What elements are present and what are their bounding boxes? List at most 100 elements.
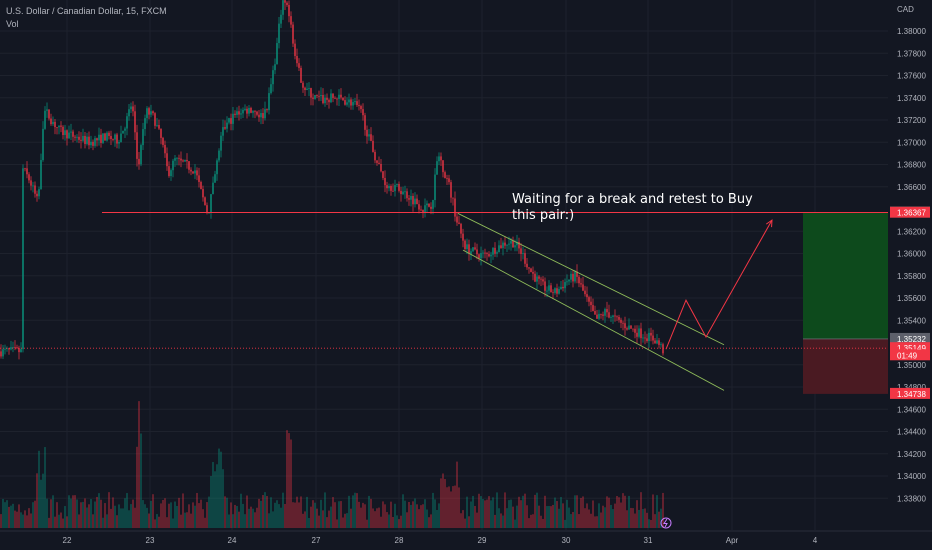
volume-bar bbox=[202, 509, 204, 528]
projection-arrow-icon bbox=[765, 219, 773, 228]
candle-body bbox=[138, 158, 140, 165]
volume-bar bbox=[250, 506, 252, 528]
candle-body bbox=[282, 0, 284, 15]
candle-body bbox=[392, 190, 394, 192]
candle-body bbox=[456, 216, 458, 223]
price-axis-bg bbox=[888, 0, 932, 530]
volume-bar bbox=[526, 505, 528, 528]
volume-bar bbox=[306, 496, 308, 528]
volume-bar bbox=[186, 512, 188, 528]
time-tick-label: 4 bbox=[813, 536, 818, 545]
candle-body bbox=[214, 174, 216, 183]
candle-body bbox=[256, 111, 258, 115]
candle-body bbox=[316, 95, 318, 96]
candle-body bbox=[588, 297, 590, 302]
volume-bar bbox=[606, 496, 608, 528]
price-tick-label: 1.37400 bbox=[897, 94, 926, 103]
volume-bar bbox=[472, 495, 474, 528]
volume-bar bbox=[520, 500, 522, 528]
candle-body bbox=[12, 347, 14, 348]
projection-path bbox=[665, 219, 773, 350]
price-tick-label: 1.36000 bbox=[897, 250, 926, 259]
time-axis[interactable]: 22 23 24 27 28 29 30 31 Apr 4 bbox=[0, 517, 932, 545]
volume-bar bbox=[198, 503, 200, 528]
candle-body bbox=[464, 240, 466, 250]
candle-body bbox=[632, 328, 634, 330]
candle-body bbox=[66, 130, 68, 139]
volume-bar bbox=[222, 469, 224, 528]
candle-body bbox=[310, 88, 312, 98]
volume-bar bbox=[412, 501, 414, 528]
price-badge bbox=[890, 206, 930, 218]
volume-bar bbox=[438, 503, 440, 528]
volume-bar bbox=[406, 512, 408, 528]
volume-bar bbox=[218, 448, 220, 528]
candle-body bbox=[98, 134, 100, 141]
volume-indicator-label[interactable]: Vol bbox=[6, 19, 19, 29]
volume-bar bbox=[138, 401, 140, 528]
candle-body bbox=[48, 109, 50, 119]
candle-body bbox=[10, 347, 12, 350]
candle-body bbox=[230, 118, 232, 124]
volume-bar bbox=[456, 461, 458, 528]
price-tick-label: 1.38000 bbox=[897, 27, 926, 36]
volume-bar bbox=[336, 519, 338, 528]
volume-bar bbox=[162, 499, 164, 528]
volume-bar bbox=[544, 495, 546, 528]
volume-bar bbox=[344, 513, 346, 528]
candle-body bbox=[150, 111, 152, 115]
candle-body bbox=[500, 245, 502, 249]
candle-body bbox=[486, 253, 488, 255]
price-badge bbox=[890, 332, 930, 344]
volume-bar bbox=[286, 430, 288, 528]
candle-body bbox=[584, 290, 586, 295]
candle-body bbox=[132, 106, 134, 112]
symbol-title[interactable]: U.S. Dollar / Canadian Dollar, 15, FXCM bbox=[6, 6, 167, 16]
volume-bar bbox=[494, 514, 496, 528]
chart-annotation-text[interactable]: Waiting for a break and retest to Buy th… bbox=[512, 192, 753, 223]
volume-bar bbox=[82, 501, 84, 528]
volume-bar bbox=[542, 518, 544, 528]
candle-body bbox=[458, 222, 460, 224]
candle-body bbox=[140, 145, 142, 165]
candle-body bbox=[608, 312, 610, 318]
candle-body bbox=[300, 67, 302, 83]
price-tick-label: 1.37800 bbox=[897, 49, 926, 58]
volume-bar bbox=[272, 511, 274, 528]
candle-body bbox=[636, 332, 638, 337]
candle-body bbox=[288, 4, 290, 17]
candle-body bbox=[556, 288, 558, 294]
candle-body bbox=[340, 94, 342, 98]
volume-bar bbox=[4, 502, 6, 528]
candle-body bbox=[516, 241, 518, 246]
volume-bar bbox=[516, 505, 518, 528]
candle-body bbox=[222, 127, 224, 136]
volume-bar bbox=[294, 502, 296, 528]
volume-bar bbox=[192, 502, 194, 528]
price-axis[interactable]: CAD 1.38000 1.37800 1.37600 1.37400 1.37200 1.… bbox=[888, 0, 932, 530]
lightning-icon bbox=[660, 517, 672, 529]
volume-bar bbox=[574, 495, 576, 528]
candle-body bbox=[522, 253, 524, 254]
chart-drawings[interactable] bbox=[0, 212, 890, 391]
candle-body bbox=[142, 129, 144, 146]
candle-body bbox=[236, 111, 238, 115]
candle-body bbox=[106, 132, 108, 141]
candle-body bbox=[40, 160, 42, 190]
volume-bar bbox=[296, 496, 298, 528]
volume-bar bbox=[350, 508, 352, 528]
volume-bar bbox=[146, 507, 148, 528]
candle-body bbox=[22, 168, 24, 350]
volume-bar bbox=[130, 504, 132, 528]
volume-bar bbox=[378, 507, 380, 528]
candle-body bbox=[272, 70, 274, 85]
volume-bar bbox=[600, 512, 602, 528]
volume-bar bbox=[188, 504, 190, 528]
volume-bar bbox=[248, 508, 250, 528]
candle-body bbox=[610, 316, 612, 318]
candle-body bbox=[204, 197, 206, 206]
volume-bar bbox=[134, 507, 136, 528]
candle-body bbox=[70, 131, 72, 133]
volume-bar bbox=[370, 498, 372, 528]
